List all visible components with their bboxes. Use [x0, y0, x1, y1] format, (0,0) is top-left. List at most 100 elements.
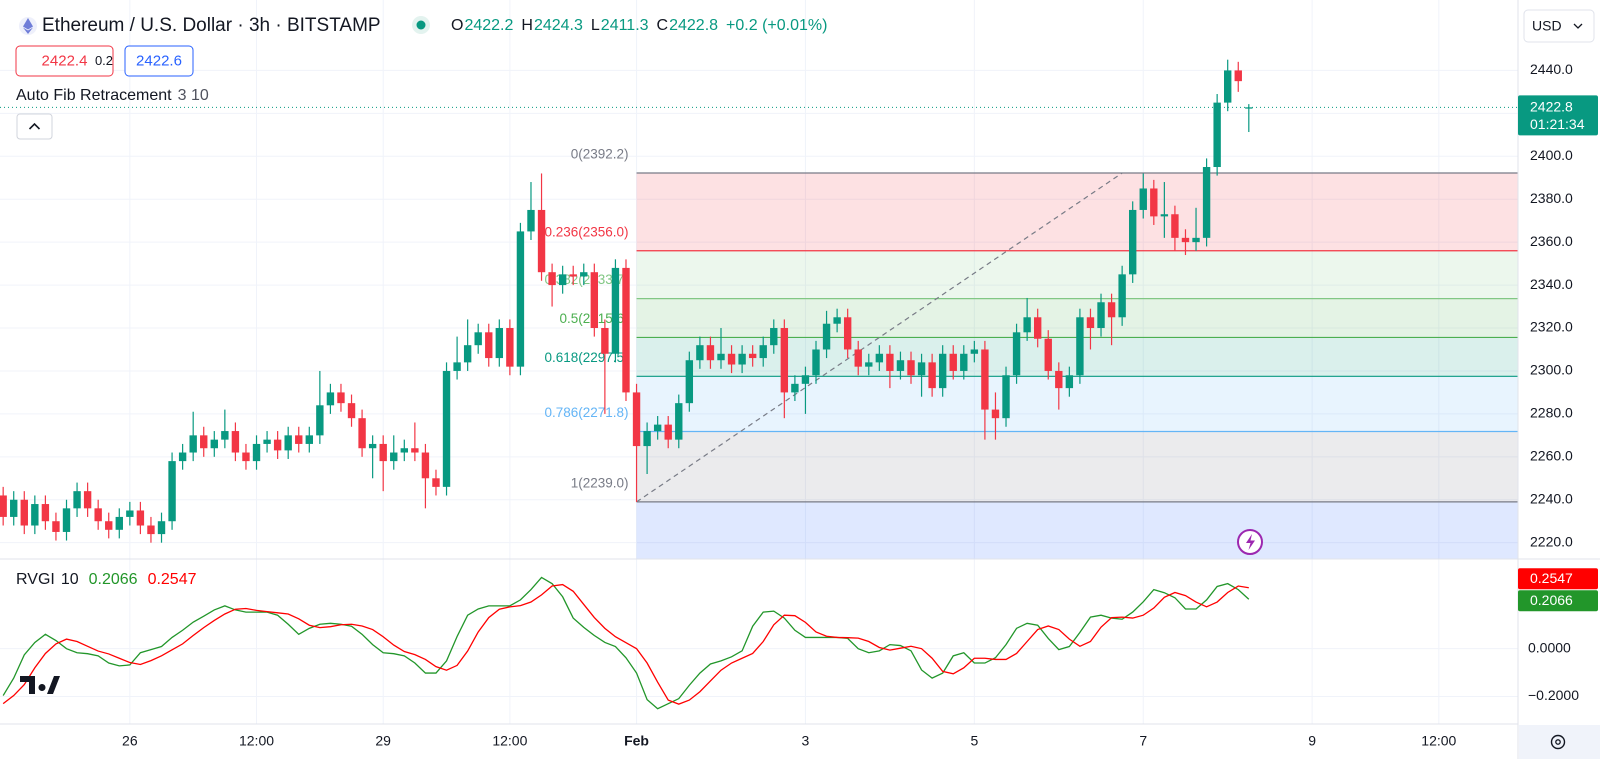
- candle-body: [411, 448, 419, 453]
- candle-body: [189, 435, 197, 453]
- y-tick-label: 2220.0: [1530, 533, 1573, 549]
- candle-body: [231, 431, 240, 453]
- candle-body: [1202, 167, 1211, 238]
- candle-body: [960, 353, 968, 371]
- candle-body: [73, 491, 81, 509]
- value-box-label: 0.2066: [1530, 592, 1573, 608]
- y-tick-label: 2240.0: [1530, 490, 1573, 506]
- ohlc-label: O: [451, 17, 463, 34]
- candle-body: [326, 392, 335, 406]
- x-tick-label: 29: [375, 733, 391, 749]
- candle-body: [822, 323, 831, 350]
- candle-body: [1076, 317, 1084, 376]
- candle-body: [907, 360, 915, 376]
- chevron-up: [28, 122, 41, 130]
- candle-body: [368, 443, 377, 449]
- y-tick-label: −0.2000: [1528, 687, 1579, 703]
- y-tick-label: 2340.0: [1530, 276, 1573, 292]
- candle-body: [537, 209, 546, 273]
- fib-label: 0.786(2271.8): [544, 405, 628, 420]
- lightning: [1246, 534, 1255, 550]
- y-tick-label: 0.0000: [1528, 639, 1571, 655]
- candle-body: [516, 231, 525, 367]
- candle-body: [52, 521, 60, 532]
- candle-body: [886, 353, 894, 371]
- candle-body: [1224, 70, 1232, 103]
- legend-value: 0.2066: [89, 571, 138, 588]
- candle-body: [675, 403, 683, 440]
- axes: 26 12:00 29 12:00 Feb 3 5 7 9 12:00 2220.0 2240.0 22…: [122, 61, 1598, 749]
- candle-body: [1213, 102, 1221, 168]
- value-box: [1518, 590, 1598, 612]
- y-tick-label: 2360.0: [1530, 233, 1573, 249]
- x-tick-label: 26: [122, 733, 138, 749]
- candle-body: [421, 452, 430, 479]
- candle-body: [1118, 274, 1126, 318]
- x-tick-label: 3: [802, 733, 810, 749]
- candle-body: [1181, 237, 1190, 243]
- candle-body: [1245, 107, 1253, 109]
- candle-body: [970, 349, 979, 354]
- indicator-name: Auto Fib Retracement: [16, 87, 172, 104]
- candle-body: [126, 510, 134, 517]
- countdown: 01:21:34: [1530, 116, 1585, 132]
- candle-body: [168, 461, 176, 522]
- candle-body: [295, 435, 303, 444]
- tv-logo: [20, 676, 60, 694]
- fib-zone: [636, 431, 1518, 502]
- candle-body: [210, 439, 218, 449]
- indicator-line: [2, 576, 1250, 710]
- candle-body: [917, 362, 926, 376]
- candle-body: [474, 332, 482, 346]
- candle-body: [1139, 188, 1147, 210]
- currency-button[interactable]: [1523, 9, 1595, 43]
- candle-body: [252, 443, 261, 462]
- candle-body: [83, 491, 92, 509]
- candle-body: [664, 424, 672, 440]
- candle-body: [136, 510, 145, 526]
- candle-body: [938, 353, 947, 389]
- candle-body: [896, 360, 905, 371]
- candle-body: [200, 435, 208, 449]
- candle-body: [1128, 209, 1137, 275]
- ohlc-label: H: [521, 17, 533, 34]
- settings-icon[interactable]: [1550, 734, 1566, 750]
- ohlc-value: 2422.2: [464, 17, 513, 34]
- candle-body: [527, 209, 535, 232]
- y-tick-label: 2400.0: [1530, 147, 1573, 163]
- buy-button[interactable]: [124, 45, 194, 77]
- candle-body: [928, 362, 936, 389]
- sell-button[interactable]: [15, 45, 114, 77]
- fib-zone: [636, 376, 1518, 432]
- candle-body: [242, 452, 250, 462]
- candle-body: [843, 317, 852, 350]
- last-price-label: 2422.8: [1530, 99, 1573, 115]
- candle-body: [41, 504, 50, 522]
- candle-body: [580, 272, 588, 277]
- candle-body: [601, 328, 609, 354]
- candle-body: [379, 443, 387, 462]
- x-tick-label: 7: [1139, 733, 1147, 749]
- candle-body: [949, 353, 957, 371]
- indicator-line: [2, 583, 1249, 705]
- candle-body: [1033, 317, 1042, 339]
- collapse-button[interactable]: [16, 113, 53, 140]
- candle-body: [812, 349, 820, 376]
- x-tick-label: 12:00: [1421, 733, 1456, 749]
- candle-body: [696, 345, 704, 361]
- fib-label: 1(2239.0): [571, 475, 629, 490]
- candle-body: [780, 328, 789, 393]
- candle-body: [748, 353, 757, 359]
- currency-label: USD: [1532, 18, 1562, 34]
- candle-body: [727, 353, 736, 365]
- candle-body: [558, 274, 567, 286]
- price-change: +0.2 (+0.01%): [726, 17, 827, 34]
- fib-zone: [636, 250, 1518, 299]
- candle-body: [506, 328, 514, 367]
- candle-body: [31, 504, 39, 526]
- candle-body: [611, 267, 620, 354]
- candle-body: [1065, 375, 1074, 389]
- candle-body: [432, 478, 440, 487]
